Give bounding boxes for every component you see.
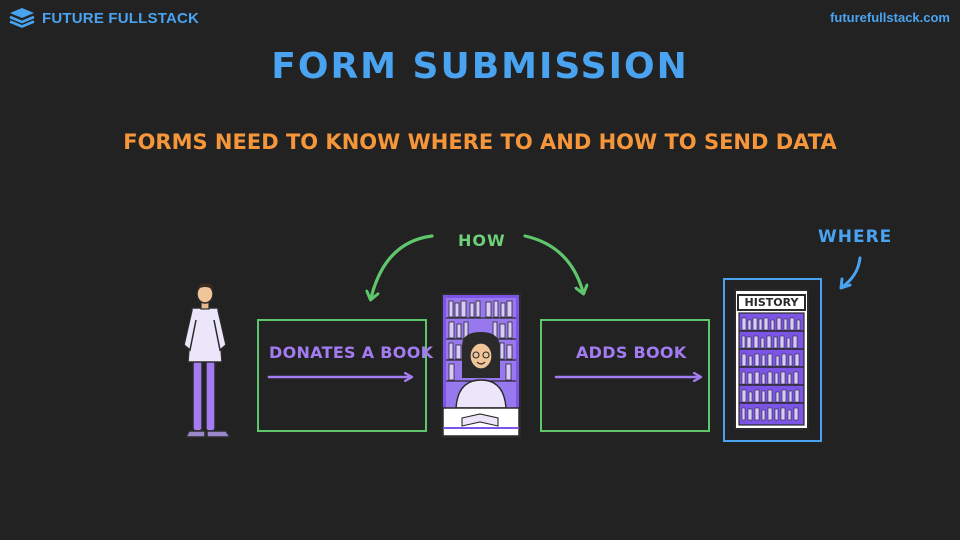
donates-book-box — [257, 319, 427, 432]
brand: FUTURE FULLSTACK — [8, 6, 199, 30]
adds-book-label: ADDS BOOK — [576, 343, 687, 362]
adds-book-box — [540, 319, 710, 432]
slide-subtitle: FORMS NEED TO KNOW WHERE TO AND HOW TO S… — [123, 130, 837, 154]
where-label: WHERE — [818, 227, 893, 247]
brand-name: FUTURE FULLSTACK — [42, 9, 200, 27]
database-box — [723, 278, 822, 442]
slide-title: FORM SUBMISSION — [271, 46, 689, 87]
how-arrow-left — [371, 234, 434, 298]
how-arrow-right — [523, 234, 583, 292]
where-arrow — [840, 256, 862, 289]
donates-book-label: DONATES A BOOK — [269, 343, 434, 362]
donor-person-icon — [183, 283, 232, 438]
site-url[interactable]: futurefullstack.com — [830, 10, 950, 25]
librarian-icon — [441, 293, 521, 438]
how-label: HOW — [458, 231, 506, 250]
stack-layers-icon — [9, 8, 35, 28]
history-shelf-label: HISTORY — [737, 294, 806, 311]
history-bookshelf-icon — [734, 289, 809, 430]
